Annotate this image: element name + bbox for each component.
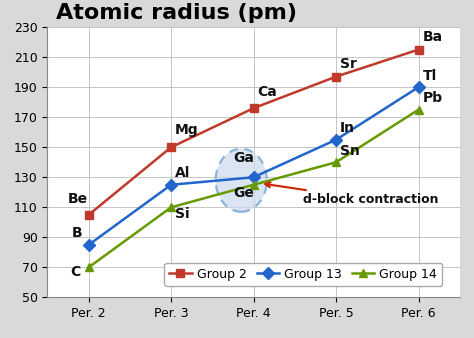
Text: Tl: Tl bbox=[423, 69, 437, 82]
Text: Sr: Sr bbox=[340, 56, 357, 71]
Group 13 bbox=[251, 175, 256, 179]
Group 2 bbox=[333, 75, 339, 79]
Text: In: In bbox=[340, 121, 355, 135]
Text: Ca: Ca bbox=[258, 85, 277, 99]
Text: Al: Al bbox=[175, 166, 191, 180]
Group 2 bbox=[416, 48, 421, 52]
Group 2 bbox=[86, 213, 91, 217]
Text: Sn: Sn bbox=[340, 144, 360, 158]
Text: Ge: Ge bbox=[233, 186, 254, 200]
Group 14 bbox=[416, 107, 421, 112]
Text: d-block contraction: d-block contraction bbox=[265, 182, 438, 206]
Line: Group 14: Group 14 bbox=[84, 105, 423, 271]
Legend: Group 2, Group 13, Group 14: Group 2, Group 13, Group 14 bbox=[164, 263, 442, 286]
Text: Ga: Ga bbox=[233, 151, 254, 165]
Text: Pb: Pb bbox=[423, 91, 443, 105]
Text: Si: Si bbox=[175, 207, 190, 221]
Text: C: C bbox=[71, 265, 81, 280]
Group 13 bbox=[168, 183, 174, 187]
Ellipse shape bbox=[216, 149, 267, 212]
Text: Be: Be bbox=[68, 192, 88, 206]
Group 14 bbox=[251, 183, 256, 187]
Group 2 bbox=[168, 145, 174, 149]
Group 13 bbox=[86, 243, 91, 247]
Text: Atomic radius (pm): Atomic radius (pm) bbox=[55, 3, 297, 23]
Text: Mg: Mg bbox=[175, 123, 199, 137]
Group 2 bbox=[251, 106, 256, 110]
Group 14 bbox=[86, 265, 91, 269]
Group 14 bbox=[168, 205, 174, 209]
Line: Group 13: Group 13 bbox=[84, 83, 423, 249]
Text: B: B bbox=[72, 226, 83, 240]
Text: Ba: Ba bbox=[423, 29, 443, 44]
Group 13 bbox=[333, 138, 339, 142]
Group 14 bbox=[333, 160, 339, 164]
Line: Group 2: Group 2 bbox=[84, 45, 423, 219]
Group 13 bbox=[416, 85, 421, 89]
